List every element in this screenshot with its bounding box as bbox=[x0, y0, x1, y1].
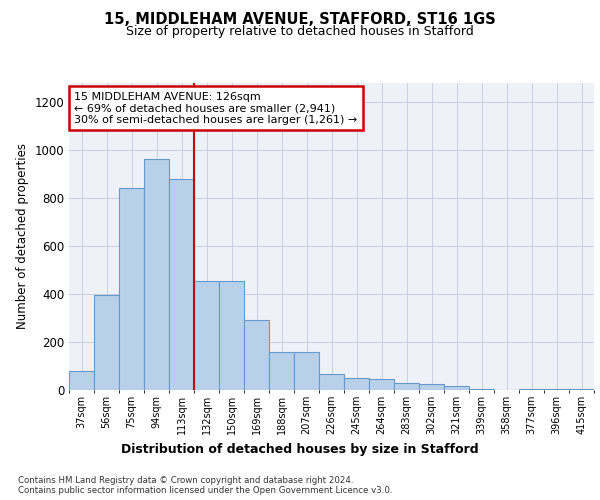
Bar bbox=[94, 295, 119, 390]
Text: 15 MIDDLEHAM AVENUE: 126sqm
← 69% of detached houses are smaller (2,941)
30% of : 15 MIDDLEHAM AVENUE: 126sqm ← 69% of det… bbox=[74, 92, 358, 125]
Bar bbox=[194, 280, 219, 390]
Bar bbox=[294, 352, 319, 390]
Bar bbox=[219, 280, 244, 390]
Y-axis label: Number of detached properties: Number of detached properties bbox=[16, 143, 29, 329]
Bar bbox=[444, 386, 469, 390]
Text: Contains HM Land Registry data © Crown copyright and database right 2024.
Contai: Contains HM Land Registry data © Crown c… bbox=[18, 476, 392, 495]
Bar bbox=[319, 374, 344, 390]
Bar bbox=[469, 389, 494, 390]
Bar bbox=[169, 178, 194, 390]
Bar bbox=[69, 371, 94, 390]
Bar bbox=[344, 378, 369, 390]
Bar bbox=[419, 384, 444, 390]
Bar bbox=[544, 389, 569, 390]
Text: 15, MIDDLEHAM AVENUE, STAFFORD, ST16 1GS: 15, MIDDLEHAM AVENUE, STAFFORD, ST16 1GS bbox=[104, 12, 496, 28]
Bar bbox=[519, 389, 544, 390]
Bar bbox=[569, 389, 594, 390]
Bar bbox=[394, 383, 419, 390]
Bar bbox=[119, 188, 144, 390]
Bar bbox=[144, 160, 169, 390]
Bar bbox=[269, 352, 294, 390]
Text: Size of property relative to detached houses in Stafford: Size of property relative to detached ho… bbox=[126, 25, 474, 38]
Bar bbox=[369, 379, 394, 390]
Bar bbox=[244, 320, 269, 390]
Text: Distribution of detached houses by size in Stafford: Distribution of detached houses by size … bbox=[121, 442, 479, 456]
